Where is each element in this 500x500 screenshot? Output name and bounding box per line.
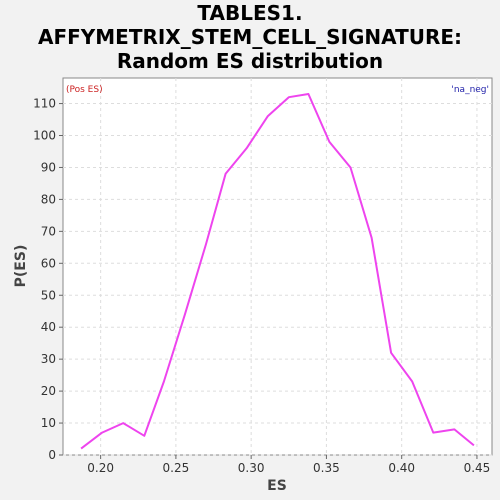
y-tick-label: 70 <box>41 224 56 238</box>
y-tick-label: 90 <box>41 160 56 174</box>
chart-title-line-2: AFFYMETRIX_STEM_CELL_SIGNATURE: <box>38 25 462 49</box>
y-tick-label: 100 <box>33 129 56 143</box>
x-tick-label: 0.40 <box>388 461 415 475</box>
pos-es-annotation: (Pos ES) <box>66 85 103 95</box>
x-axis-label: ES <box>267 478 287 494</box>
y-tick-label: 60 <box>41 256 56 270</box>
y-tick-label: 50 <box>41 288 56 302</box>
chart-title-line-3: Random ES distribution <box>117 49 383 73</box>
y-tick-label: 40 <box>41 320 56 334</box>
y-axis-label: P(ES) <box>13 245 29 288</box>
chart-title-line-1: TABLES1. <box>197 1 302 25</box>
series-line <box>80 93 475 450</box>
y-tick-label: 30 <box>41 352 56 366</box>
x-tick-label: 0.30 <box>238 461 265 475</box>
na-neg-annotation: 'na_neg' <box>451 85 489 95</box>
plot-area <box>62 77 493 456</box>
x-tick-label: 0.45 <box>464 461 491 475</box>
y-tick-label: 110 <box>33 97 56 111</box>
y-tick-label: 20 <box>41 384 56 398</box>
x-tick-label: 0.25 <box>163 461 190 475</box>
x-axis-ticks: 0.20 0.25 0.30 0.35 0.40 0.45 <box>87 455 490 475</box>
chart-title: TABLES1. AFFYMETRIX_STEM_CELL_SIGNATURE:… <box>38 1 462 73</box>
y-tick-label: 10 <box>41 416 56 430</box>
x-tick-label: 0.20 <box>87 461 114 475</box>
y-tick-label: 80 <box>41 192 56 206</box>
series-group <box>80 93 475 450</box>
y-axis-ticks: 0 10 20 30 40 50 60 70 80 90 100 110 <box>33 97 63 462</box>
x-tick-label: 0.35 <box>313 461 340 475</box>
y-tick-label: 0 <box>48 448 56 462</box>
